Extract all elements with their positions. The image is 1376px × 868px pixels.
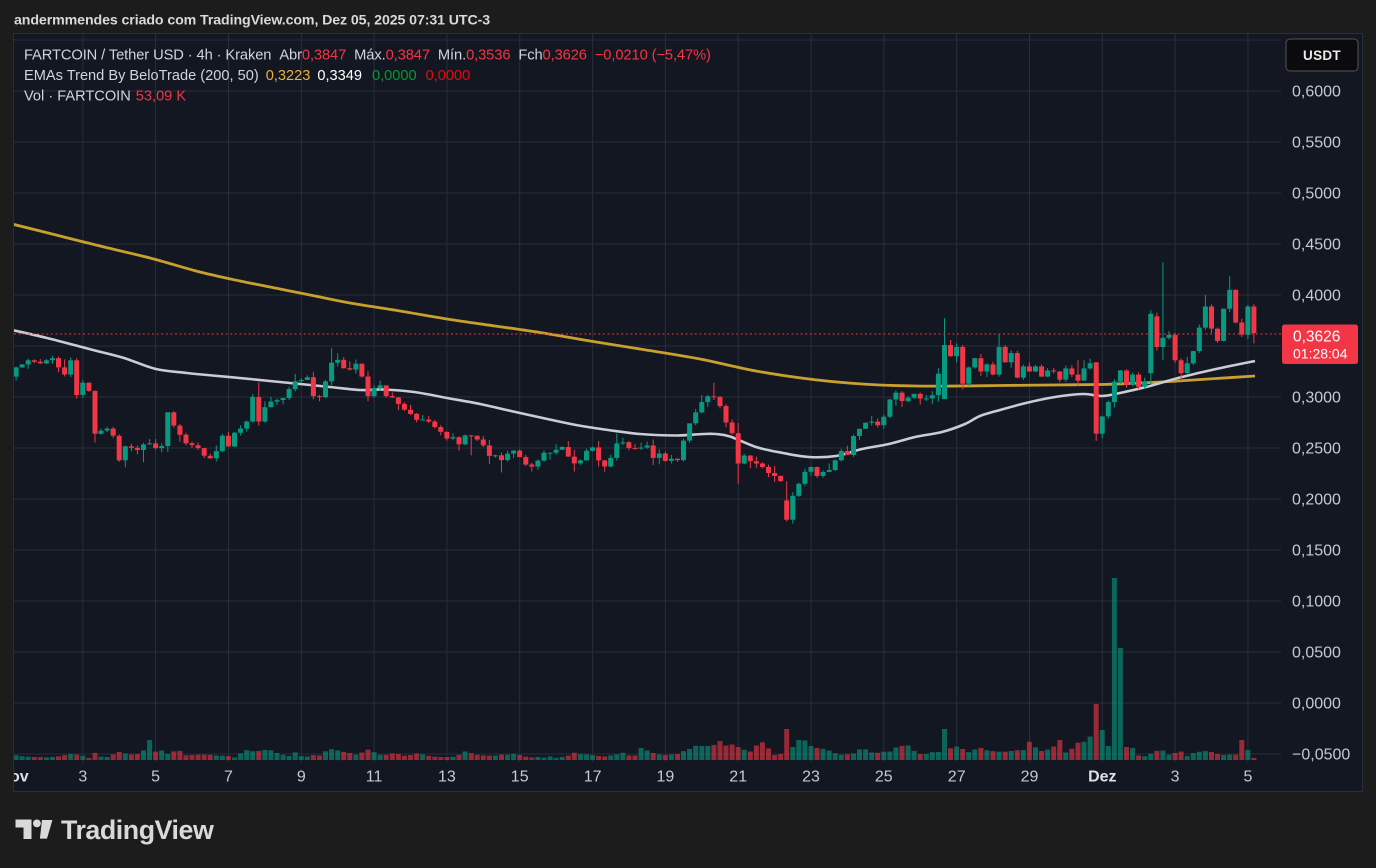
svg-text:01:28:04: 01:28:04 [1293, 346, 1348, 362]
svg-text:0,1500: 0,1500 [1292, 543, 1341, 560]
svg-text:FARTCOIN / Tether USD · 4h · K: FARTCOIN / Tether USD · 4h · Kraken Abr0… [24, 48, 711, 64]
svg-text:25: 25 [875, 769, 893, 786]
svg-text:−0,0500: −0,0500 [1292, 747, 1350, 764]
svg-text:0,5500: 0,5500 [1292, 135, 1341, 152]
svg-text:19: 19 [657, 769, 675, 786]
svg-text:0,2000: 0,2000 [1292, 492, 1341, 509]
svg-text:3: 3 [1171, 769, 1180, 786]
svg-text:Dez: Dez [1088, 769, 1116, 786]
svg-text:13: 13 [438, 769, 456, 786]
svg-text:11: 11 [366, 769, 383, 786]
svg-text:0,4500: 0,4500 [1292, 237, 1341, 254]
svg-text:29: 29 [1021, 769, 1039, 786]
svg-text:5: 5 [151, 769, 160, 786]
svg-text:USDT: USDT [1303, 48, 1341, 63]
svg-text:27: 27 [948, 769, 966, 786]
svg-text:15: 15 [511, 769, 529, 786]
svg-text:17: 17 [584, 769, 602, 786]
svg-text:0,3000: 0,3000 [1292, 390, 1341, 407]
svg-text:0,2500: 0,2500 [1292, 441, 1341, 458]
svg-text:0,4000: 0,4000 [1292, 288, 1341, 305]
svg-text:Nov: Nov [0, 769, 29, 786]
svg-text:andermmendes criado com Tradin: andermmendes criado com TradingView.com,… [14, 13, 490, 29]
svg-text:0,0000: 0,0000 [1292, 696, 1341, 713]
svg-text:21: 21 [729, 769, 747, 786]
svg-text:5: 5 [1243, 769, 1252, 786]
svg-text:TradingView: TradingView [61, 815, 214, 845]
svg-text:0,3626: 0,3626 [1293, 329, 1340, 346]
svg-text:23: 23 [802, 769, 820, 786]
svg-text:0,6000: 0,6000 [1292, 84, 1341, 101]
svg-text:EMAs Trend By BeloTrade (200,: EMAs Trend By BeloTrade (200, 50) 0,3223 0… [24, 68, 470, 84]
svg-text:0,0500: 0,0500 [1292, 645, 1341, 662]
svg-text:0,1000: 0,1000 [1292, 594, 1341, 611]
svg-text:7: 7 [224, 769, 233, 786]
svg-text:0,5000: 0,5000 [1292, 186, 1341, 203]
svg-text:3: 3 [78, 769, 87, 786]
svg-text:9: 9 [297, 769, 306, 786]
